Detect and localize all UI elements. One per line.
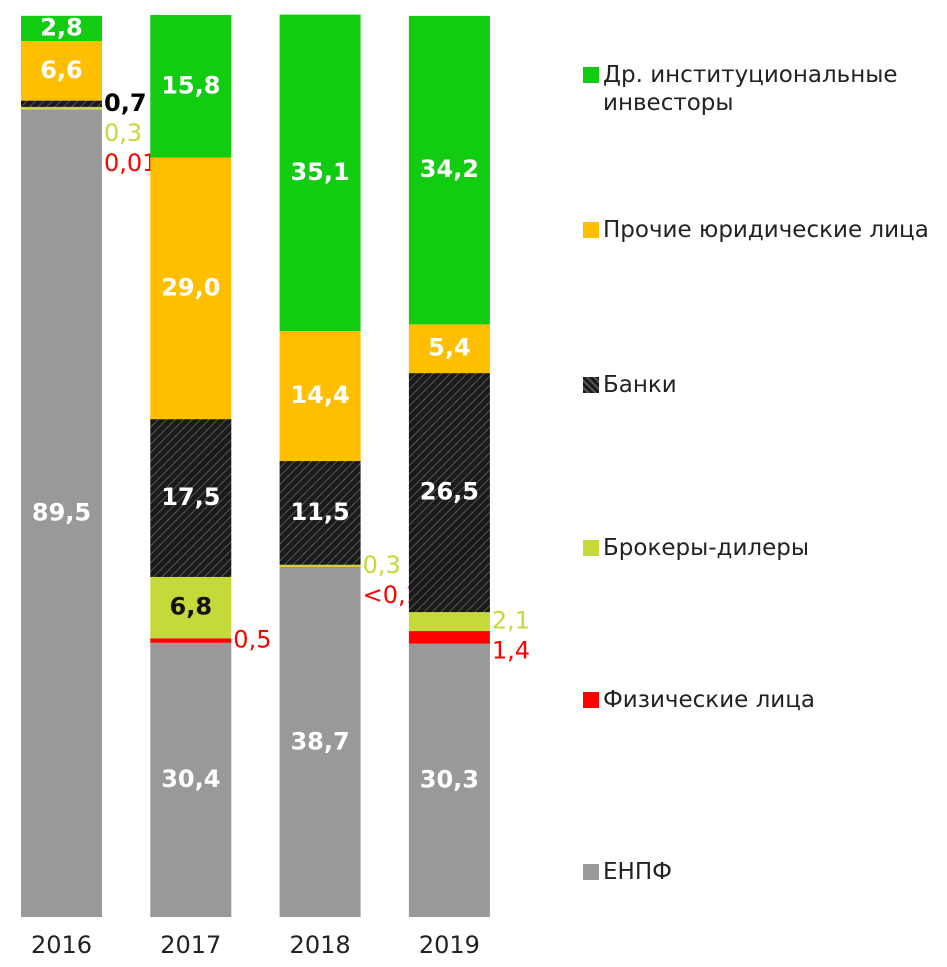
bar-segment xyxy=(150,15,232,158)
legend-item: ЕНПФ xyxy=(583,858,943,886)
data-label: 38,7 xyxy=(290,727,349,755)
legend-label: Др. институциональные инвесторы xyxy=(603,62,898,116)
data-label: 0,5 xyxy=(233,626,271,654)
bar-segment xyxy=(150,638,232,643)
legend-swatch xyxy=(583,222,599,238)
data-label: 6,8 xyxy=(170,593,213,621)
bar-segment xyxy=(150,419,232,577)
legend-label: Прочие юридические лица xyxy=(603,217,929,243)
data-label: 2,8 xyxy=(40,13,83,41)
bar-segment xyxy=(408,373,490,613)
data-label: 26,5 xyxy=(420,478,479,506)
data-label: 1,4 xyxy=(492,637,530,665)
data-label: 17,5 xyxy=(161,483,220,511)
legend-item: Др. институциональные инвесторы xyxy=(583,61,943,117)
legend-swatch xyxy=(583,540,599,556)
bar-segment xyxy=(408,15,490,325)
bar-segment xyxy=(21,106,102,110)
legend-item: Банки xyxy=(583,371,943,399)
bar-segment xyxy=(408,631,490,644)
data-label: 35,1 xyxy=(290,158,349,186)
data-label: 15,8 xyxy=(161,71,220,99)
bar-segment xyxy=(279,14,361,332)
legend-label: Брокеры-дилеры xyxy=(603,535,810,561)
data-label: 29,0 xyxy=(161,273,220,301)
bar-segment xyxy=(279,567,361,917)
bar-segment xyxy=(408,643,490,917)
bar-segment xyxy=(21,100,102,107)
data-label: 0,3 xyxy=(363,551,401,579)
data-label: 30,3 xyxy=(420,765,479,793)
data-label: 5,4 xyxy=(428,334,471,362)
bar-segment xyxy=(279,461,361,565)
data-label: 30,4 xyxy=(161,765,220,793)
bar-segment xyxy=(21,15,102,42)
legend-label: Физические лица xyxy=(603,687,816,713)
bar-segment xyxy=(21,41,102,101)
bar-segment xyxy=(408,324,490,374)
legend-swatch xyxy=(583,67,599,83)
legend-item: Брокеры-дилеры xyxy=(583,534,943,562)
bar-segment xyxy=(150,642,232,917)
bar-segment xyxy=(150,576,232,639)
data-label: 6,6 xyxy=(40,56,83,84)
x-tick-label: 2018 xyxy=(290,931,351,959)
bar-segment xyxy=(279,564,361,568)
data-label: 14,4 xyxy=(290,381,349,409)
data-label: 0,01 xyxy=(104,149,157,177)
x-tick-label: 2017 xyxy=(160,931,221,959)
data-label: 2,1 xyxy=(492,607,530,635)
legend-swatch xyxy=(583,864,599,880)
data-label: 89,5 xyxy=(32,498,91,526)
legend-item: Прочие юридические лица xyxy=(583,216,943,244)
bar-segment xyxy=(408,612,490,632)
bar-segment xyxy=(279,331,361,462)
bar-segment xyxy=(150,157,232,420)
legend-swatch xyxy=(583,692,599,708)
legend-swatch xyxy=(583,377,599,393)
bar-segment xyxy=(21,109,102,917)
data-label: 11,5 xyxy=(290,498,349,526)
data-label: 0,3 xyxy=(104,119,142,147)
data-label: 0,7 xyxy=(104,89,147,117)
data-label: 34,2 xyxy=(420,155,479,183)
legend-label: Банки xyxy=(603,372,677,398)
legend-label: ЕНПФ xyxy=(603,859,672,885)
x-tick-label: 2016 xyxy=(31,931,92,959)
x-tick-label: 2019 xyxy=(419,931,480,959)
legend-item: Физические лица xyxy=(583,686,943,714)
